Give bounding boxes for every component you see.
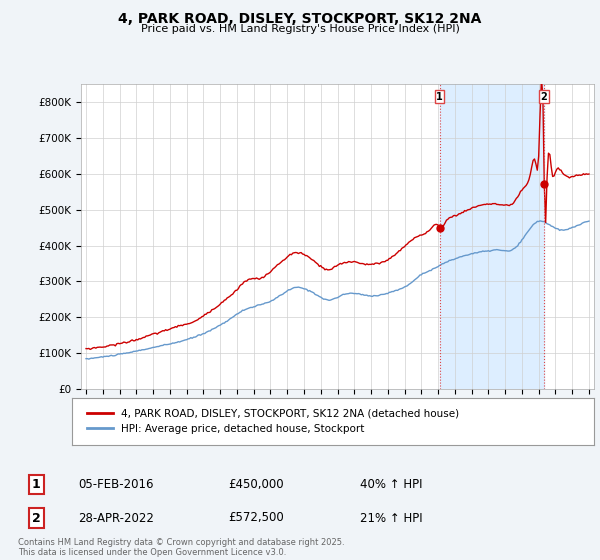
- Text: £450,000: £450,000: [228, 478, 284, 491]
- Text: 2: 2: [541, 92, 547, 101]
- Text: 2: 2: [32, 511, 40, 525]
- Text: 1: 1: [32, 478, 40, 491]
- Text: Contains HM Land Registry data © Crown copyright and database right 2025.
This d: Contains HM Land Registry data © Crown c…: [18, 538, 344, 557]
- Text: 05-FEB-2016: 05-FEB-2016: [78, 478, 154, 491]
- Text: 1: 1: [436, 92, 443, 101]
- Text: 28-APR-2022: 28-APR-2022: [78, 511, 154, 525]
- Bar: [440, 84, 544, 389]
- Legend: 4, PARK ROAD, DISLEY, STOCKPORT, SK12 2NA (detached house), HPI: Average price, : 4, PARK ROAD, DISLEY, STOCKPORT, SK12 2N…: [82, 405, 463, 438]
- Text: £572,500: £572,500: [228, 511, 284, 525]
- Text: 40% ↑ HPI: 40% ↑ HPI: [360, 478, 422, 491]
- Text: 4, PARK ROAD, DISLEY, STOCKPORT, SK12 2NA: 4, PARK ROAD, DISLEY, STOCKPORT, SK12 2N…: [118, 12, 482, 26]
- Text: 21% ↑ HPI: 21% ↑ HPI: [360, 511, 422, 525]
- Text: Price paid vs. HM Land Registry's House Price Index (HPI): Price paid vs. HM Land Registry's House …: [140, 24, 460, 34]
